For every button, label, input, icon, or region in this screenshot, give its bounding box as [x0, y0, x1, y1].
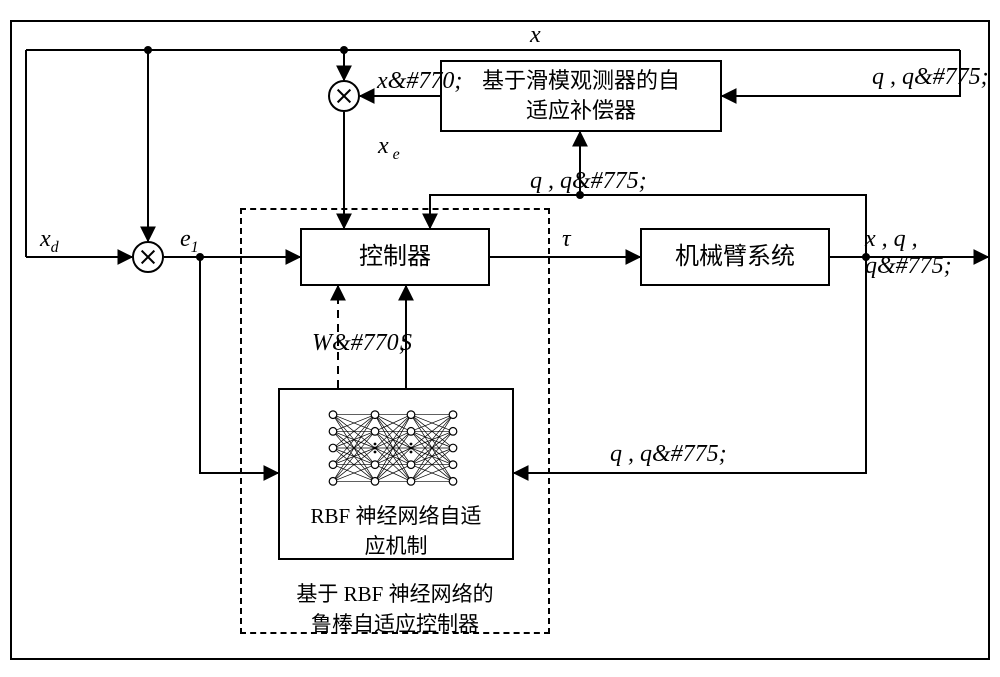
dashed-enclosure-label: 基于 RBF 神经网络的 鲁棒自适应控制器: [240, 578, 550, 638]
label-tau: τ: [562, 226, 571, 253]
label-qqdot_mid: q , q&#775;: [530, 168, 647, 195]
sum-top: [328, 80, 360, 112]
sum-left: [132, 241, 164, 273]
label-qqdot_top1: q , q&#775;: [872, 64, 989, 91]
label-xhat: x&#770;: [377, 68, 462, 95]
label-What: W&#770;: [312, 330, 407, 357]
label-xqqdot: x , q , q&#775;: [865, 226, 1000, 280]
diagram-canvas: 基于滑模观测器的自 适应补偿器控制器机械臂系统RBF 神经网络自适 应机制基于 …: [0, 0, 1000, 677]
label-xe: x e: [378, 133, 400, 164]
dashed-enclosure: [240, 208, 550, 634]
block-plant-label: 机械臂系统: [675, 241, 795, 273]
label-qqdot_r: q , q&#775;: [610, 441, 727, 468]
block-plant: 机械臂系统: [640, 228, 830, 286]
label-S: S: [400, 330, 412, 357]
label-xd: xd: [40, 226, 59, 257]
label-x_top: x: [530, 22, 541, 49]
block-compensator-label: 基于滑模观测器的自 适应补偿器: [482, 66, 680, 125]
label-e1: e1: [180, 226, 199, 257]
block-compensator: 基于滑模观测器的自 适应补偿器: [440, 60, 722, 132]
